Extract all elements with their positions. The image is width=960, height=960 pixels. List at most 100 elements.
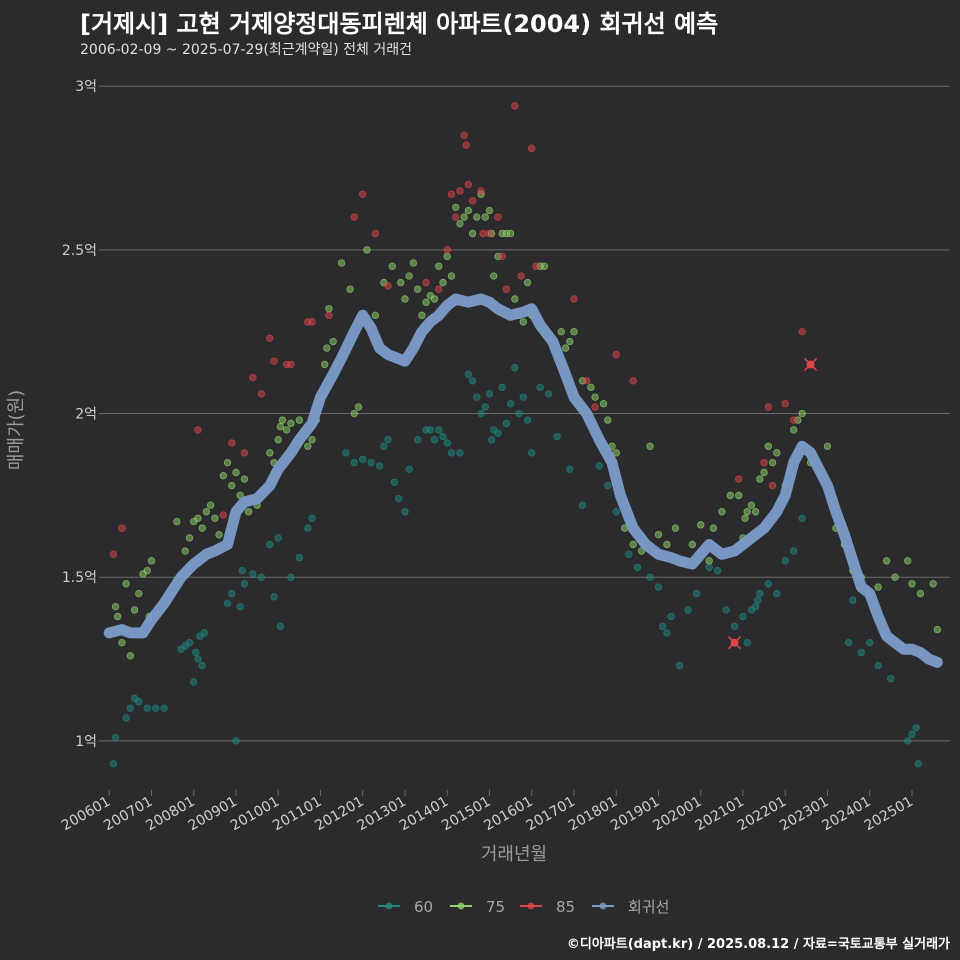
legend-swatch-dot <box>457 902 465 910</box>
point-60 <box>756 589 764 598</box>
point-75 <box>111 602 120 611</box>
regression-line <box>103 293 943 668</box>
point-60 <box>367 458 375 467</box>
point-60 <box>405 465 413 473</box>
point-75 <box>422 298 430 306</box>
point-75 <box>244 508 253 516</box>
point-85 <box>359 190 367 198</box>
point-75 <box>519 318 527 326</box>
point-60 <box>342 449 350 457</box>
point-75 <box>557 328 565 336</box>
point-60 <box>502 419 511 428</box>
point-75 <box>118 638 126 647</box>
point-60 <box>240 580 249 588</box>
y-tick-label: 2억 <box>75 407 97 423</box>
point-60 <box>595 462 604 470</box>
point-75 <box>798 409 806 418</box>
point-75 <box>709 524 718 532</box>
point-75 <box>481 213 489 221</box>
point-60 <box>477 409 485 418</box>
point-85 <box>502 285 511 293</box>
point-60 <box>633 563 642 572</box>
point-60 <box>914 760 923 768</box>
chart-title: [거제시] 고현 거제양정대동피렌체 아파트(2004) 회귀선 예측 <box>80 10 719 38</box>
point-75 <box>350 409 358 418</box>
point-75 <box>447 272 456 280</box>
point-60 <box>553 432 561 441</box>
point-85 <box>789 416 798 424</box>
point-85 <box>735 475 743 483</box>
point-85 <box>257 390 266 398</box>
point-75 <box>435 262 443 270</box>
point-60 <box>151 704 160 712</box>
point-60 <box>198 661 206 670</box>
point-75 <box>308 436 316 444</box>
point-60 <box>238 566 247 575</box>
point-85 <box>517 272 525 280</box>
point-60 <box>844 638 853 647</box>
point-85 <box>287 360 295 369</box>
point-85 <box>532 262 540 270</box>
point-60 <box>126 704 135 712</box>
point-75 <box>697 521 705 529</box>
point-75 <box>405 272 413 280</box>
x-axis-ticks: 2006012007012008012009012010012011012012… <box>59 790 916 834</box>
point-75 <box>363 246 371 254</box>
point-60 <box>232 737 240 745</box>
point-85 <box>308 318 316 326</box>
point-75 <box>473 213 481 221</box>
point-75 <box>232 468 240 477</box>
point-75 <box>282 426 291 434</box>
point-75 <box>705 557 713 565</box>
point-60 <box>849 596 857 604</box>
point-75 <box>591 393 599 401</box>
point-75 <box>747 501 756 509</box>
point-75 <box>126 652 135 660</box>
point-85 <box>570 295 578 303</box>
point-60 <box>160 704 168 712</box>
legend-label-회귀선: 회귀선 <box>628 898 669 916</box>
point-75 <box>726 491 734 500</box>
point-75 <box>451 203 460 212</box>
point-85 <box>435 285 443 293</box>
point-75 <box>443 252 451 261</box>
point-75 <box>735 491 743 500</box>
point-85 <box>228 439 236 447</box>
point-75 <box>413 285 422 293</box>
point-75 <box>274 436 282 444</box>
point-60 <box>511 364 519 372</box>
point-60 <box>857 648 865 657</box>
point-60 <box>249 570 257 578</box>
point-75 <box>561 344 570 352</box>
point-75 <box>397 278 405 287</box>
point-75 <box>751 508 760 516</box>
point-60 <box>612 508 620 516</box>
point-85 <box>528 144 536 153</box>
point-60 <box>439 432 447 441</box>
point-75 <box>874 583 882 591</box>
scatter-points <box>109 102 942 768</box>
point-60 <box>485 390 494 398</box>
point-75 <box>401 295 409 303</box>
point-85 <box>350 213 358 221</box>
point-75 <box>371 311 380 320</box>
point-75 <box>219 472 227 480</box>
point-60 <box>447 449 456 457</box>
point-85 <box>582 377 591 385</box>
point-75 <box>654 530 663 539</box>
point-60 <box>468 377 477 385</box>
point-85 <box>219 511 227 519</box>
point-60 <box>912 724 920 732</box>
point-60 <box>435 426 443 434</box>
point-75 <box>181 547 189 555</box>
point-85 <box>371 229 380 238</box>
point-85 <box>768 481 777 490</box>
point-60 <box>764 580 773 588</box>
regression-line-group <box>103 293 943 668</box>
point-75 <box>743 508 751 516</box>
point-60 <box>781 557 789 565</box>
point-60 <box>604 481 612 490</box>
point-60 <box>544 390 553 398</box>
point-75 <box>430 295 439 303</box>
